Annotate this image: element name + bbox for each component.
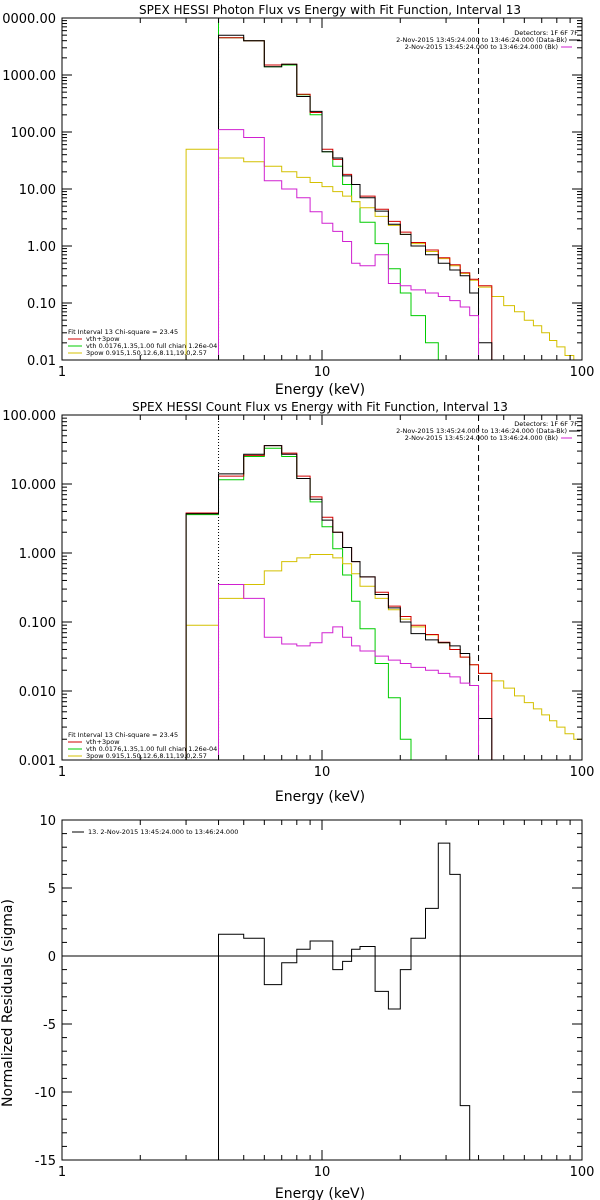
photon-y-tick-label: 0.10 [27, 297, 56, 312]
count-x-tick-label: 1 [58, 765, 66, 780]
count-legend-fit-interval: Fit Interval 13 Chi-square = 23.45 [68, 731, 178, 739]
photon-legend-fit-interval: Fit Interval 13 Chi-square = 23.45 [68, 328, 178, 336]
residuals-x-tick-label: 10 [314, 1165, 331, 1180]
count-legend-power: 3pow 0.915,1.50,12.6,8.11,19.0,2.57 [86, 752, 207, 760]
residuals-y-tick-label: 10 [39, 814, 56, 829]
photon-legend-thermal: vth 0.0176,1.35,1.00 full chian 1.26e-04 [86, 342, 217, 350]
photon-x-tick-label: 1 [58, 365, 66, 380]
photon-legend-power: 3pow 0.915,1.50,12.6,8.11,19.0,2.57 [86, 349, 207, 357]
photon-x-axis-label: Energy (keV) [275, 382, 365, 398]
count-data-bk-text: 2-Nov-2015 13:45:24.000 to 13:46:24.000 … [396, 427, 567, 435]
photon-detectors-text: Detectors: 1F 6F 7F [514, 29, 578, 37]
photon-data-bk-text: 2-Nov-2015 13:45:24.000 to 13:46:24.000 … [396, 36, 567, 44]
count-legend-sum: vth+3pow [86, 738, 120, 746]
residuals-x-ticks: 1 10 100 [58, 820, 595, 1180]
residuals-y-tick-label: -5 [43, 1018, 56, 1033]
count-x-tick-label: 10 [314, 765, 331, 780]
photon-bk-text: 2-Nov-2015 13:45:24.000 to 13:46:24.000 … [405, 43, 558, 51]
count-x-tick-label: 100 [570, 765, 595, 780]
photon-y-tick-label: 1.00 [27, 240, 56, 255]
residuals-y-tick-label: 0 [48, 950, 56, 965]
photon-y-tick-label: 0.01 [27, 354, 56, 369]
residuals-legend-text: 13. 2-Nov-2015 13:45:24.000 to 13:46:24.… [88, 828, 238, 836]
photon-series-total [218, 34, 493, 360]
count-y-tick-label: 0.100 [19, 616, 56, 631]
count-series-fit_sum [185, 445, 493, 760]
count-series-total [185, 445, 493, 760]
count-flux-panel: SPEX HESSI Count Flux vs Energy with Fit… [2, 400, 594, 805]
photon-plot-frame [61, 17, 583, 361]
photon-series-fit_sum [218, 37, 493, 360]
count-x-ticks: 1 10 100 [58, 415, 595, 780]
photon-series-thermal [62, 18, 450, 360]
photon-x-ticks: 1 10 100 [58, 18, 595, 380]
residuals-y-ticks: -15 -10 -5 0 5 10 [35, 814, 582, 1169]
count-y-tick-label: 10.000 [11, 478, 57, 493]
count-y-tick-label: 1.000 [19, 547, 56, 562]
photon-y-tick-label: 10.00 [19, 183, 56, 198]
photon-flux-panel: SPEX HESSI Photon Flux vs Energy with Fi… [2, 3, 594, 398]
count-y-tick-label: 0.001 [19, 754, 56, 769]
photon-plot-content [62, 18, 582, 360]
residuals-panel: 1 10 100 -15 -10 -5 0 5 10 Energy (keV) Normali… [0, 814, 594, 1200]
count-detectors-text: Detectors: 1F 6F 7F [514, 420, 578, 428]
residuals-y-tick-label: 5 [48, 882, 56, 897]
count-y-tick-label: 100.000 [2, 409, 56, 424]
photon-series-background [218, 129, 492, 360]
residuals-series-total [218, 842, 479, 1160]
photon-chart-title: SPEX HESSI Photon Flux vs Energy with Fi… [139, 3, 521, 17]
photon-legend-sum: vth+3pow [86, 335, 120, 343]
residuals-y-tick-label: -10 [35, 1086, 56, 1101]
count-legend: Fit Interval 13 Chi-square = 23.45 vth+3… [68, 731, 217, 760]
count-plot-content [185, 415, 582, 760]
count-bk-text: 2-Nov-2015 13:45:24.000 to 13:46:24.000 … [405, 434, 558, 442]
photon-x-tick-label: 10 [314, 365, 331, 380]
residuals-x-tick-label: 1 [58, 1165, 66, 1180]
photon-y-tick-label: 0000.00 [2, 12, 56, 27]
residuals-y-tick-label: -15 [35, 1154, 56, 1169]
residuals-y-axis-label: Normalized Residuals (sigma) [0, 899, 16, 1107]
residuals-legend: 13. 2-Nov-2015 13:45:24.000 to 13:46:24.… [72, 828, 238, 836]
residuals-plot-frame [61, 819, 583, 1161]
residuals-x-axis-label: Energy (keV) [275, 1186, 365, 1200]
photon-info-box: Detectors: 1F 6F 7F 2-Nov-2015 13:45:24.… [396, 29, 580, 51]
count-chart-title: SPEX HESSI Count Flux vs Energy with Fit… [132, 400, 508, 414]
residuals-plot-content [62, 842, 582, 1160]
count-info-box: Detectors: 1F 6F 7F 2-Nov-2015 13:45:24.… [396, 420, 580, 442]
count-series-thermal [185, 447, 426, 760]
residuals-x-tick-label: 100 [570, 1165, 595, 1180]
count-plot-frame [61, 414, 583, 761]
photon-legend: Fit Interval 13 Chi-square = 23.45 vth+3… [68, 328, 217, 357]
count-y-ticks: 0.001 0.010 0.100 1.000 10.000 100.000 [2, 409, 582, 769]
photon-y-tick-label: 1000.00 [2, 69, 56, 84]
count-x-axis-label: Energy (keV) [275, 789, 365, 805]
count-series-background [218, 584, 492, 760]
photon-y-tick-label: 100.00 [11, 126, 57, 141]
count-series-power [185, 554, 582, 760]
count-legend-thermal: vth 0.0176,1.35,1.00 full chian 1.26e-04 [86, 745, 217, 753]
count-y-tick-label: 0.010 [19, 685, 56, 700]
photon-y-ticks: 0.01 0.10 1.00 10.00 100.00 1000.00 0000.00 [2, 12, 582, 369]
photon-x-tick-label: 100 [570, 365, 595, 380]
